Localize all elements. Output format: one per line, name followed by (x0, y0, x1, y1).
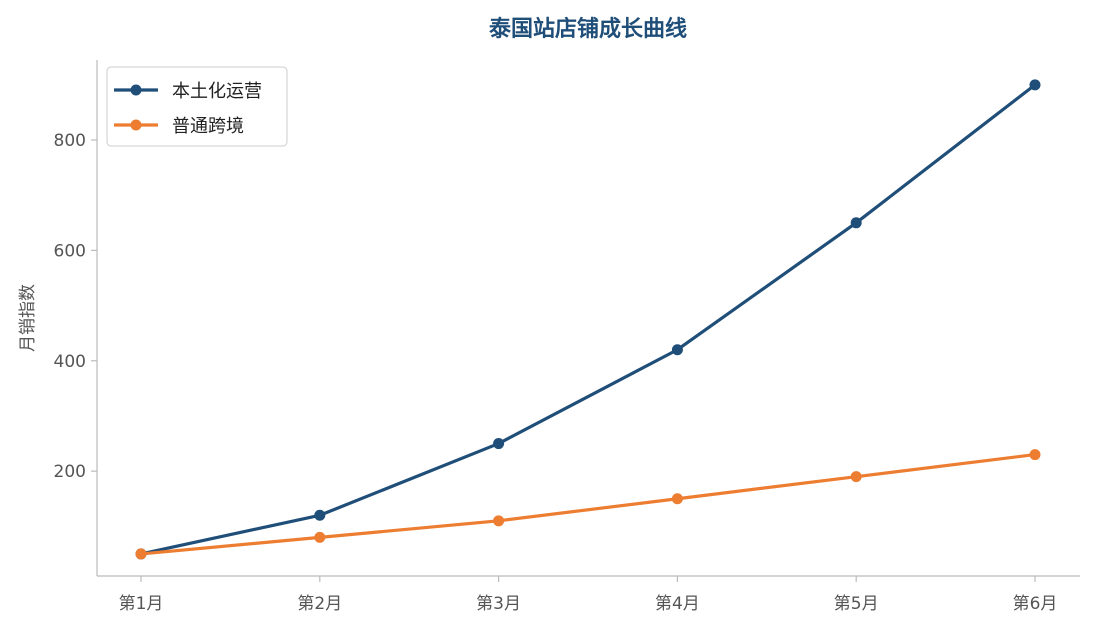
series-1-point (1029, 79, 1041, 91)
y-axis-label: 月销指数 (18, 284, 38, 352)
series-line-1 (139, 83, 1037, 556)
y-tick-label: 800 (54, 131, 86, 151)
series-2-point (671, 493, 683, 505)
x-tick-label: 第6月 (1013, 594, 1058, 614)
y-tick-label: 400 (54, 352, 86, 372)
legend-label-1: 本土化运营 (172, 81, 262, 102)
series-2-point (135, 548, 147, 560)
legend-marker-1 (130, 84, 142, 96)
x-tick-label: 第1月 (119, 594, 164, 614)
y-ticks: 200 400 600 800 (54, 131, 97, 482)
x-tick-label: 第2月 (297, 594, 342, 614)
series-1-point (671, 344, 683, 356)
series-group (135, 79, 1041, 560)
series-2-point (850, 471, 862, 483)
series-2-point (314, 531, 326, 543)
series-2-point (493, 515, 505, 527)
legend-label-2: 普通跨境 (172, 116, 244, 137)
y-tick-label: 200 (54, 462, 86, 482)
series-line-2 (139, 452, 1037, 556)
series-1-point (493, 438, 505, 450)
series-1-point (850, 217, 862, 229)
x-tick-label: 第3月 (476, 594, 521, 614)
x-tick-label: 第5月 (834, 594, 879, 614)
x-tick-label: 第4月 (655, 594, 700, 614)
series-1-point (314, 509, 326, 521)
chart-title: 泰国站店铺成长曲线 (488, 16, 687, 42)
series-2-point (1029, 449, 1041, 461)
legend-marker-2 (130, 119, 142, 131)
x-ticks: 第1月 第2月 第3月 第4月 第5月 第6月 (119, 576, 1058, 614)
y-tick-label: 600 (54, 241, 86, 261)
